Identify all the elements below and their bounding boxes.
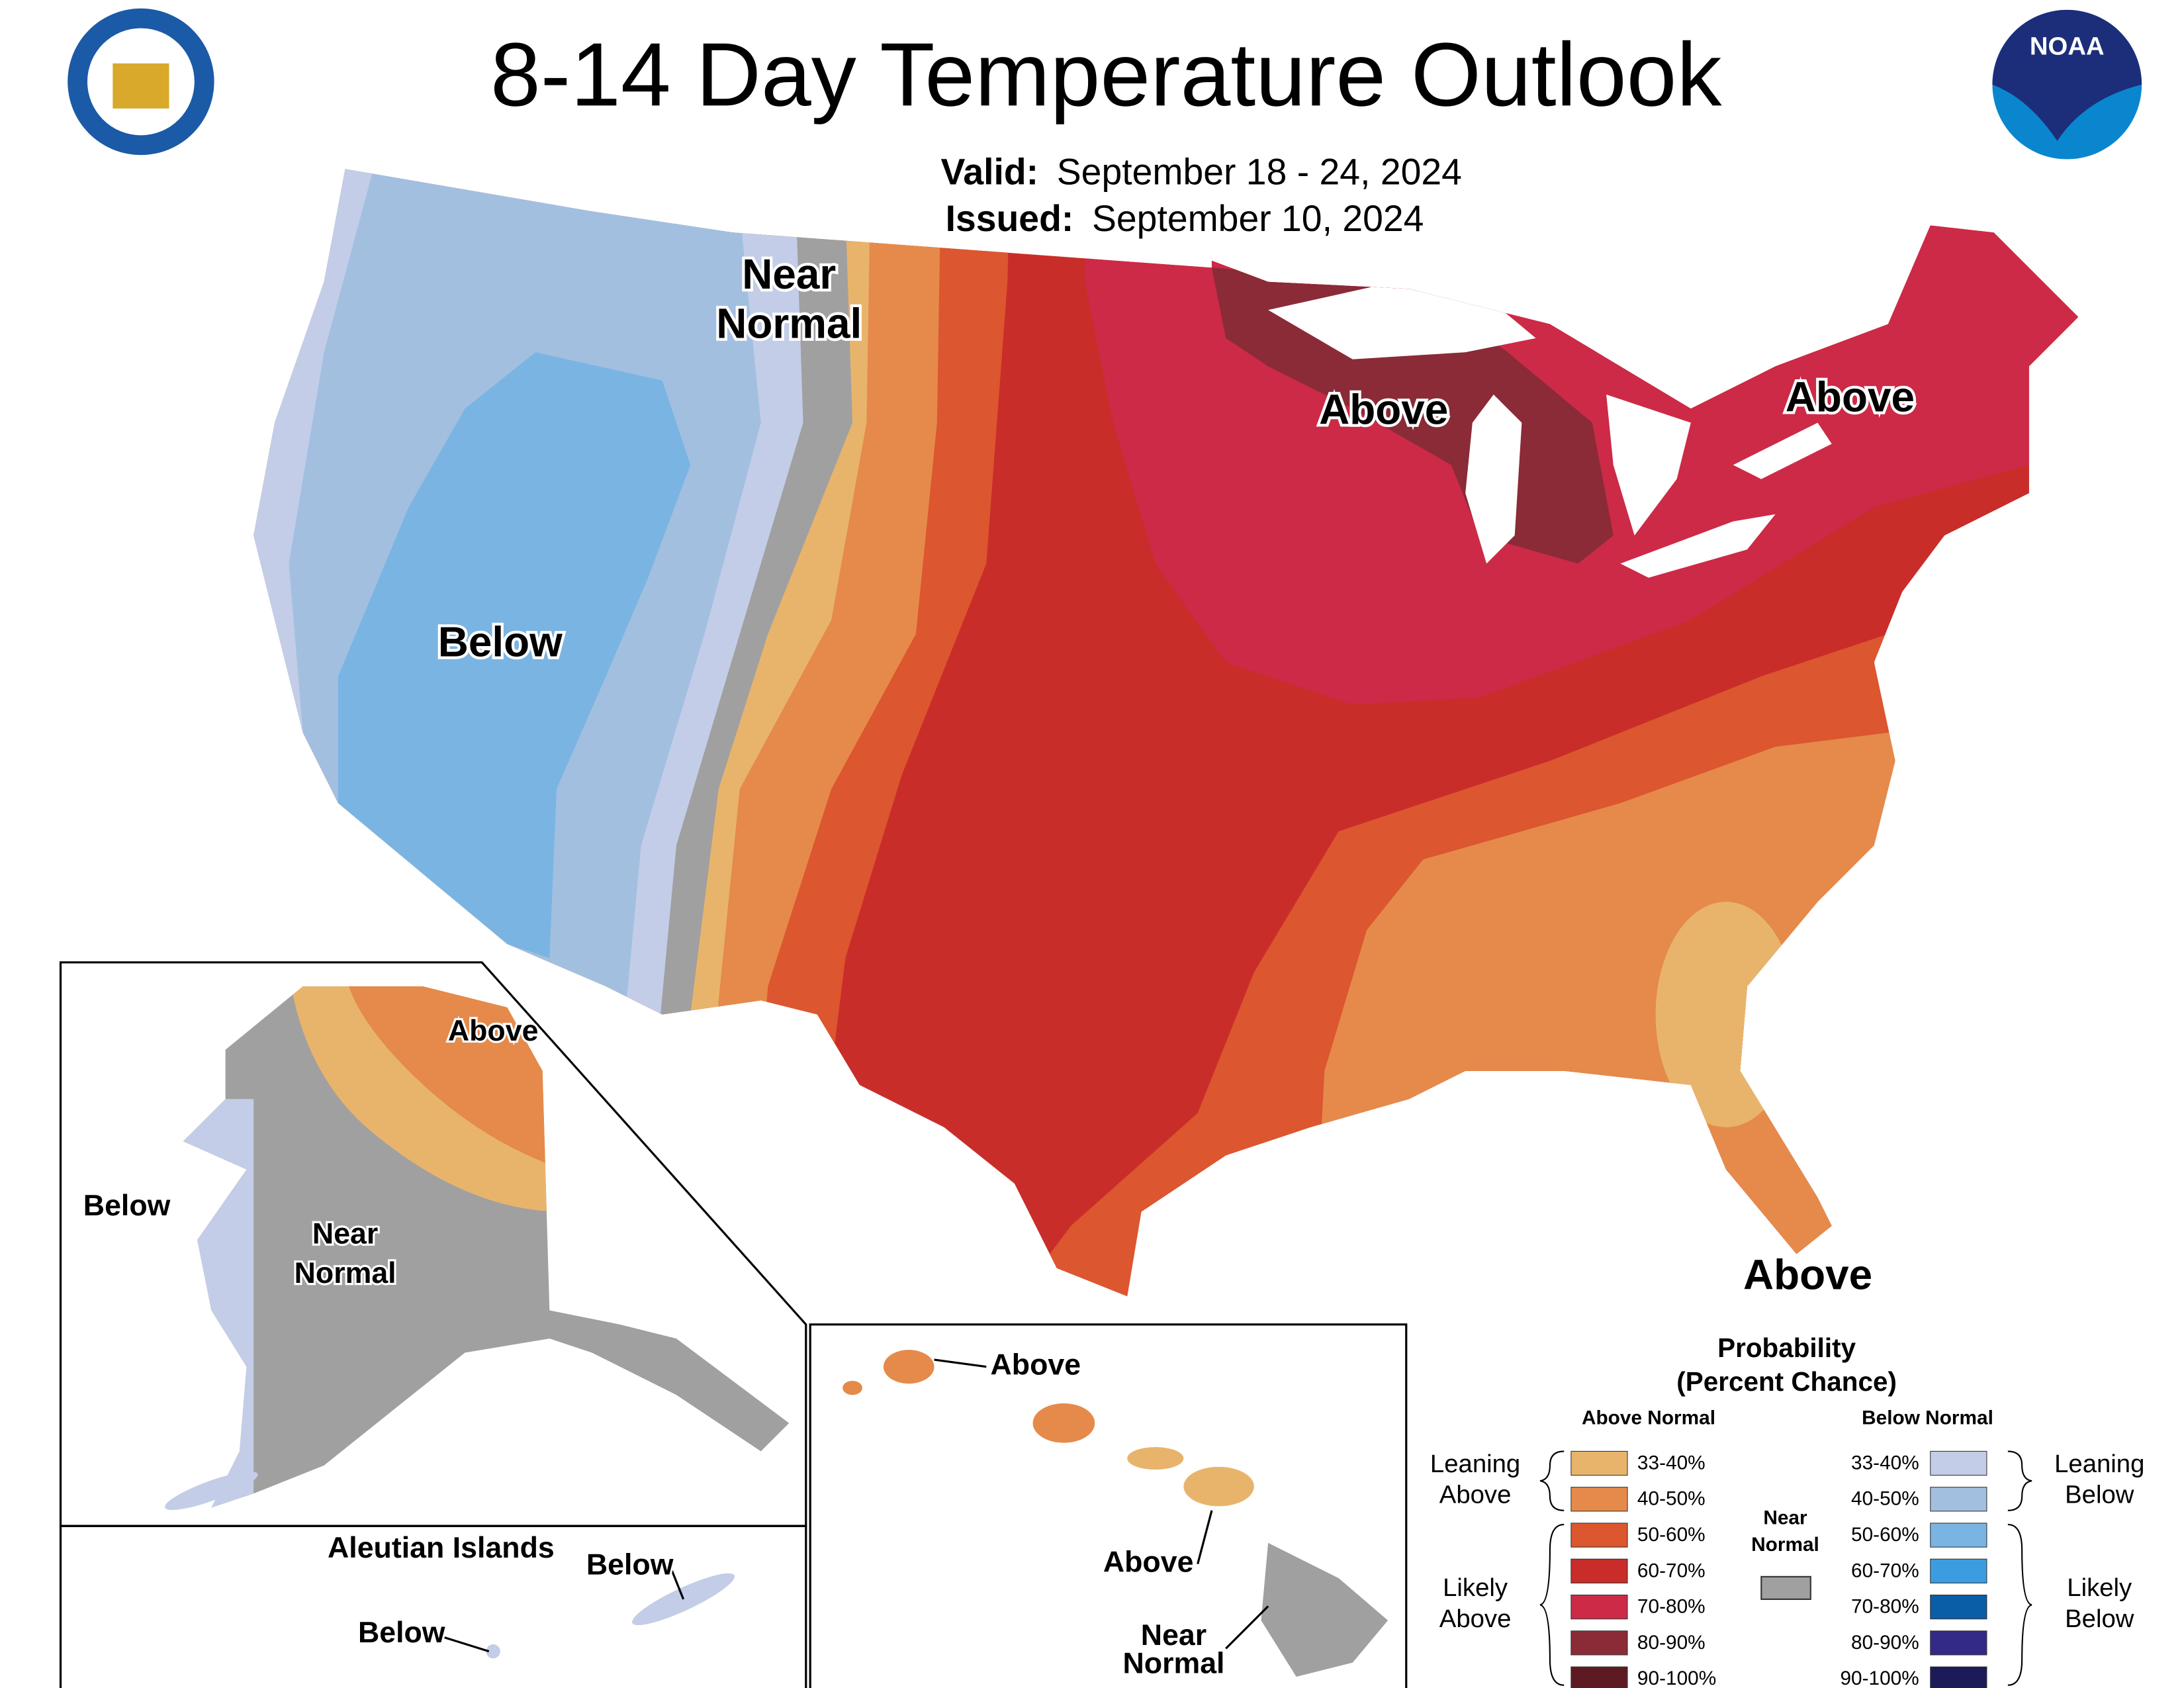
legend-label: 60-70% <box>1637 1560 1706 1581</box>
legend-header: Below Normal <box>1862 1407 1993 1429</box>
legend-label: 90-100% <box>1840 1667 1919 1688</box>
legend-title: Probability <box>1717 1333 1856 1363</box>
alaska-label: Near <box>312 1218 378 1250</box>
zone <box>183 1099 254 1508</box>
issued-label: Issued: <box>946 198 1074 239</box>
group-label: Likely <box>2067 1573 2132 1602</box>
svg-text:NOAA: NOAA <box>2030 32 2105 60</box>
hawaii-label: Normal <box>1122 1648 1224 1680</box>
zone <box>345 986 564 1170</box>
valid-value: September 18 - 24, 2024 <box>1057 152 1462 193</box>
legend-swatch <box>1570 1558 1628 1583</box>
leader-lines <box>443 1358 1269 1653</box>
legend-label: 90-100% <box>1637 1667 1716 1688</box>
legend-label: 33-40% <box>1637 1452 1706 1474</box>
aleutian-label: Below <box>358 1617 445 1649</box>
legend-label: 70-80% <box>1637 1596 1706 1618</box>
group-label: Below <box>2065 1605 2134 1633</box>
legend-swatch <box>1930 1487 1987 1512</box>
alaska-label: Above <box>448 1015 539 1047</box>
legend-swatch <box>1930 1594 1987 1620</box>
group-label: Likely <box>1443 1573 1508 1602</box>
hawaii-label: Above <box>991 1349 1081 1382</box>
legend-title: (Percent Chance) <box>1676 1366 1897 1397</box>
legend-label: 40-50% <box>1637 1488 1706 1510</box>
map-label: Above <box>1786 373 1915 420</box>
title: 8-14 Day Temperature Outlook <box>490 24 1722 124</box>
zone <box>1655 902 1797 1127</box>
legend-swatch <box>1570 1450 1628 1476</box>
legend-label: 33-40% <box>1851 1452 1919 1474</box>
legend-swatch <box>1930 1523 1987 1548</box>
zone <box>338 352 691 959</box>
legend-near: Near <box>1763 1507 1807 1528</box>
legend-label: 70-80% <box>1851 1596 1919 1618</box>
legend-label: 60-70% <box>1851 1560 1919 1581</box>
conus <box>253 169 2079 1297</box>
legend-swatch <box>1570 1594 1628 1620</box>
legend-swatch <box>1930 1666 1987 1688</box>
legend-header: Above Normal <box>1582 1407 1715 1429</box>
alaska-label: Below <box>83 1190 171 1222</box>
legend-swatch <box>1930 1630 1987 1656</box>
legend-swatch <box>1570 1487 1628 1512</box>
group-label: Leaning <box>2054 1450 2144 1478</box>
legend-swatch <box>1570 1666 1628 1688</box>
map-label: Above <box>1319 386 1448 434</box>
alaska-frame <box>59 961 807 1527</box>
aleutians <box>165 1471 735 1659</box>
issued-value: September 10, 2024 <box>1092 198 1424 239</box>
hawaii-label: Near <box>1141 1619 1206 1652</box>
aleutian-frame <box>59 1524 807 1688</box>
noaa-logo: NOAA <box>1992 9 2142 160</box>
group-label: Below <box>2065 1481 2134 1509</box>
legend-swatch <box>1930 1450 1987 1476</box>
aleutian-title: Aleutian Islands <box>328 1532 555 1564</box>
map-label: Near <box>742 250 836 298</box>
legend-label: 50-60% <box>1637 1524 1706 1546</box>
aleutian-label: Below <box>586 1549 674 1581</box>
legend-swatch <box>1760 1575 1811 1600</box>
hawaii-frame <box>809 1323 1408 1688</box>
legend-swatch <box>1570 1523 1628 1548</box>
map-label: Normal <box>716 300 862 348</box>
legend-near: Normal <box>1751 1534 1819 1556</box>
zone <box>253 169 761 1071</box>
group-label: Above <box>1439 1605 1512 1633</box>
group-label: Leaning <box>1430 1450 1520 1478</box>
legend-swatch <box>1930 1558 1987 1583</box>
zone <box>1690 465 2044 677</box>
legend-label: 40-50% <box>1851 1488 1919 1510</box>
commerce-seal <box>68 8 214 156</box>
map-label: Above <box>1743 1250 1872 1298</box>
hawaii-label: Above <box>1103 1546 1194 1579</box>
legend-label: 50-60% <box>1851 1524 1919 1546</box>
legend-label: 80-90% <box>1637 1632 1706 1654</box>
legend-swatch <box>1570 1630 1628 1656</box>
group-label: Above <box>1439 1481 1512 1509</box>
alaska <box>183 986 790 1508</box>
alaska-label: Normal <box>295 1257 396 1289</box>
legend-label: 80-90% <box>1851 1632 1919 1654</box>
braces <box>1539 1450 2032 1686</box>
hawaii <box>842 1350 1388 1677</box>
valid-label: Valid: <box>940 152 1038 193</box>
legend: Probability (Percent Chance) Above Norma… <box>1430 1333 2144 1688</box>
map-label: Below <box>438 618 563 666</box>
